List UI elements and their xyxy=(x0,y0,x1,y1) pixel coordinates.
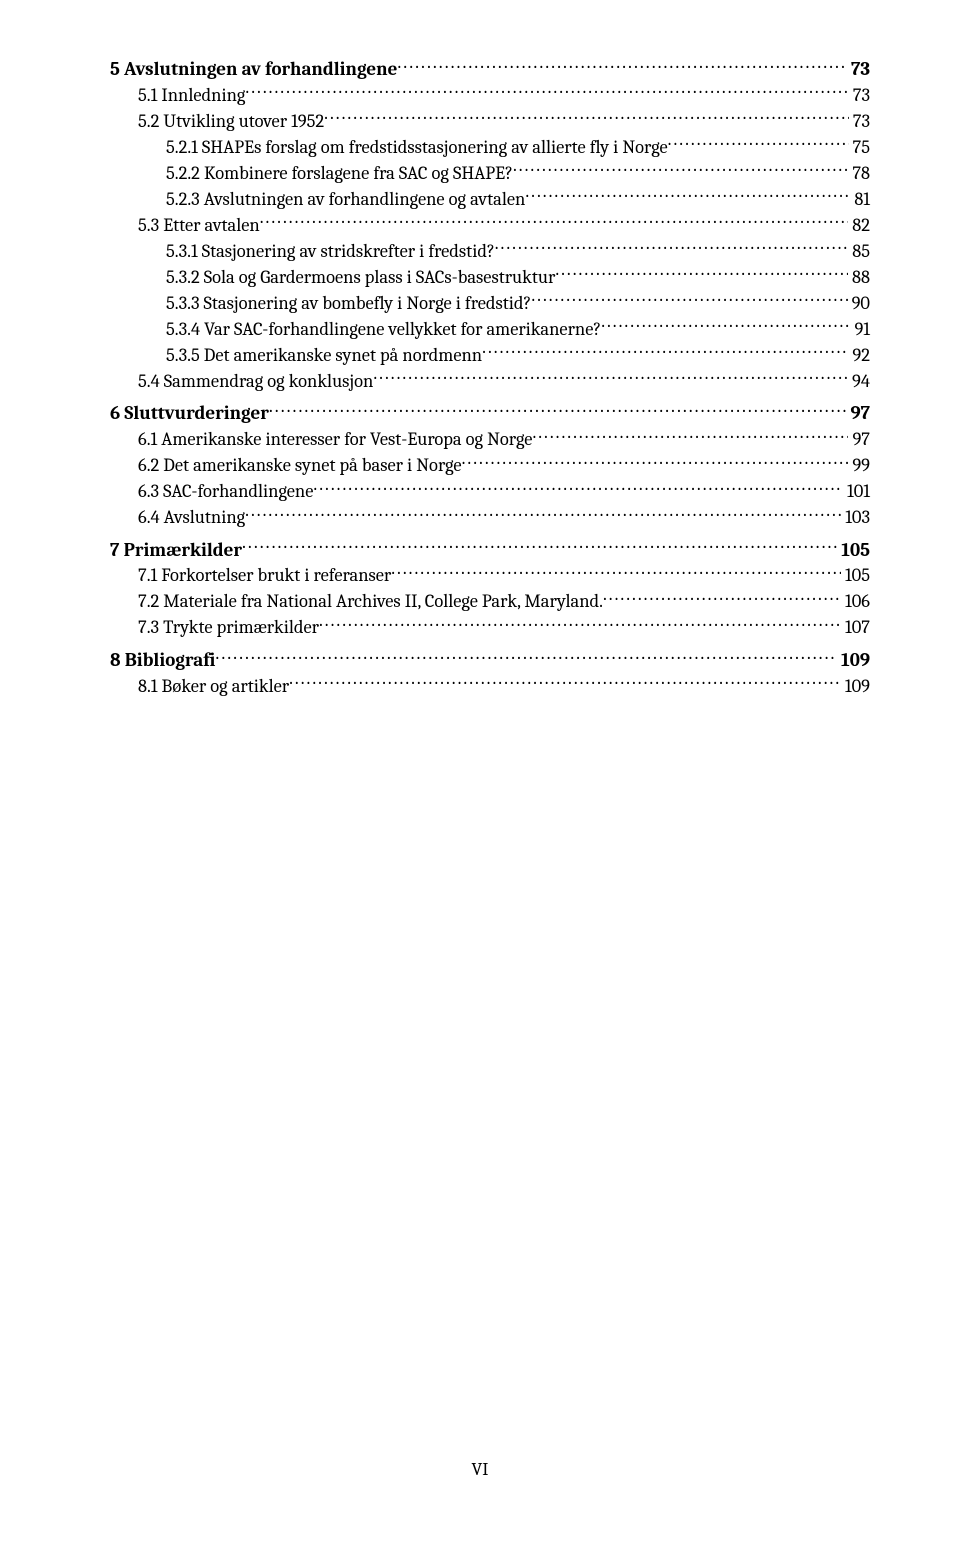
toc-leader xyxy=(215,647,837,666)
toc-leader xyxy=(513,160,848,179)
toc-page: 91 xyxy=(850,317,870,343)
toc-label: 5.1 Innledning xyxy=(138,83,245,109)
toc-leader xyxy=(289,673,841,692)
toc-leader xyxy=(462,453,849,472)
toc-entry: 5.2 Utvikling utover 1952 73 xyxy=(110,108,870,134)
toc-leader xyxy=(531,290,847,309)
toc-entry: 5.2.1 SHAPEs forslag om fredstidsstasjon… xyxy=(110,134,870,160)
toc-leader xyxy=(397,56,847,75)
toc-leader xyxy=(391,563,841,582)
toc-entry: 7 Primærkilder 105 xyxy=(110,537,870,563)
toc-page: 105 xyxy=(841,563,870,589)
toc-leader xyxy=(495,238,848,257)
toc-label: 8 Bibliografi xyxy=(110,647,215,673)
toc-label: 5.2 Utvikling utover 1952 xyxy=(138,109,324,135)
toc-label: 6.4 Avslutning xyxy=(138,505,245,531)
toc-label: 5.4 Sammendrag og konklusjon xyxy=(138,369,373,395)
toc-page: 106 xyxy=(841,589,870,615)
toc-page: 97 xyxy=(846,400,870,426)
toc-page: 97 xyxy=(848,427,870,453)
toc-label: 5.2.2 Kombinere forslagene fra SAC og SH… xyxy=(166,161,513,187)
toc-label: 7.1 Forkortelser brukt i referanser xyxy=(138,563,391,589)
toc-page: 94 xyxy=(848,369,870,395)
toc-page: 105 xyxy=(837,537,870,563)
toc-label: 5.3.2 Sola og Gardermoens plass i SACs-b… xyxy=(166,265,555,291)
table-of-contents: 5 Avslutningen av forhandlingene735.1 In… xyxy=(110,56,870,699)
toc-label: 5.3 Etter avtalen xyxy=(138,213,260,239)
toc-label: 7.2 Materiale fra National Archives II, … xyxy=(138,589,603,615)
toc-leader xyxy=(319,615,841,634)
toc-page: 73 xyxy=(847,56,870,82)
toc-label: 6.3 SAC-forhandlingene xyxy=(138,479,313,505)
toc-entry: 7.1 Forkortelser brukt i referanser 105 xyxy=(110,563,870,589)
toc-label: 5.3.1 Stasjonering av stridskrefter i fr… xyxy=(166,239,495,265)
toc-entry: 5.2.2 Kombinere forslagene fra SAC og SH… xyxy=(110,160,870,186)
toc-leader xyxy=(532,427,848,446)
toc-page: 78 xyxy=(848,161,870,187)
toc-leader xyxy=(482,342,848,361)
toc-entry: 5.1 Innledning 73 xyxy=(110,82,870,108)
toc-leader xyxy=(313,479,843,498)
toc-label: 5.2.3 Avslutningen av forhandlingene og … xyxy=(166,187,525,213)
toc-page: 101 xyxy=(843,479,870,505)
toc-entry: 7.2 Materiale fra National Archives II, … xyxy=(110,589,870,615)
toc-entry: 6.4 Avslutning 103 xyxy=(110,505,870,531)
toc-entry: 5.3.4 Var SAC-forhandlingene vellykket f… xyxy=(110,316,870,342)
toc-label: 6.1 Amerikanske interesser for Vest-Euro… xyxy=(138,427,532,453)
toc-leader xyxy=(603,589,841,608)
toc-leader xyxy=(525,186,850,205)
toc-entry: 8.1 Bøker og artikler 109 xyxy=(110,673,870,699)
toc-page: 73 xyxy=(849,109,870,135)
toc-entry: 6.3 SAC-forhandlingene 101 xyxy=(110,479,870,505)
page-number-footer: VI xyxy=(0,1459,960,1480)
toc-page: 99 xyxy=(848,453,870,479)
toc-page: 90 xyxy=(848,291,870,317)
toc-label: 6 Sluttvurderinger xyxy=(110,400,269,426)
toc-label: 5 Avslutningen av forhandlingene xyxy=(110,56,397,82)
toc-page: 73 xyxy=(849,83,870,109)
toc-page: 109 xyxy=(837,647,870,673)
toc-entry: 8 Bibliografi 109 xyxy=(110,647,870,673)
toc-page: 82 xyxy=(848,213,870,239)
toc-entry: 7.3 Trykte primærkilder 107 xyxy=(110,615,870,641)
toc-label: 5.3.5 Det amerikanske synet på nordmenn xyxy=(166,343,482,369)
toc-leader xyxy=(260,212,849,231)
toc-label: 8.1 Bøker og artikler xyxy=(138,674,289,700)
toc-leader xyxy=(555,264,848,283)
toc-page: 107 xyxy=(841,615,870,641)
toc-leader xyxy=(242,537,837,556)
toc-page: 88 xyxy=(848,265,870,291)
toc-entry: 6.1 Amerikanske interesser for Vest-Euro… xyxy=(110,427,870,453)
toc-label: 5.2.1 SHAPEs forslag om fredstidsstasjon… xyxy=(166,135,668,161)
toc-leader xyxy=(601,316,850,335)
toc-entry: 5.3 Etter avtalen 82 xyxy=(110,212,870,238)
toc-entry: 6.2 Det amerikanske synet på baser i Nor… xyxy=(110,453,870,479)
toc-entry: 5.2.3 Avslutningen av forhandlingene og … xyxy=(110,186,870,212)
toc-label: 5.3.4 Var SAC-forhandlingene vellykket f… xyxy=(166,317,601,343)
toc-page: 81 xyxy=(850,187,870,213)
toc-leader xyxy=(269,400,847,419)
toc-entry: 5.3.2 Sola og Gardermoens plass i SACs-b… xyxy=(110,264,870,290)
toc-page: 109 xyxy=(841,674,870,700)
toc-page: 85 xyxy=(848,239,870,265)
toc-entry: 5 Avslutningen av forhandlingene 73 xyxy=(110,56,870,82)
toc-label: 6.2 Det amerikanske synet på baser i Nor… xyxy=(138,453,462,479)
page: 5 Avslutningen av forhandlingene735.1 In… xyxy=(0,0,960,1550)
toc-entry: 5.4 Sammendrag og konklusjon 94 xyxy=(110,368,870,394)
toc-entry: 6 Sluttvurderinger 97 xyxy=(110,400,870,426)
toc-page: 92 xyxy=(848,343,870,369)
toc-leader xyxy=(324,108,849,127)
toc-leader xyxy=(668,134,849,153)
toc-leader xyxy=(245,505,841,524)
toc-entry: 5.3.3 Stasjonering av bombefly i Norge i… xyxy=(110,290,870,316)
toc-label: 7 Primærkilder xyxy=(110,537,242,563)
toc-leader xyxy=(245,82,848,101)
toc-entry: 5.3.5 Det amerikanske synet på nordmenn 9… xyxy=(110,342,870,368)
toc-leader xyxy=(373,368,848,387)
toc-entry: 5.3.1 Stasjonering av stridskrefter i fr… xyxy=(110,238,870,264)
toc-label: 7.3 Trykte primærkilder xyxy=(138,615,319,641)
toc-page: 103 xyxy=(841,505,870,531)
toc-page: 75 xyxy=(849,135,870,161)
toc-label: 5.3.3 Stasjonering av bombefly i Norge i… xyxy=(166,291,531,317)
